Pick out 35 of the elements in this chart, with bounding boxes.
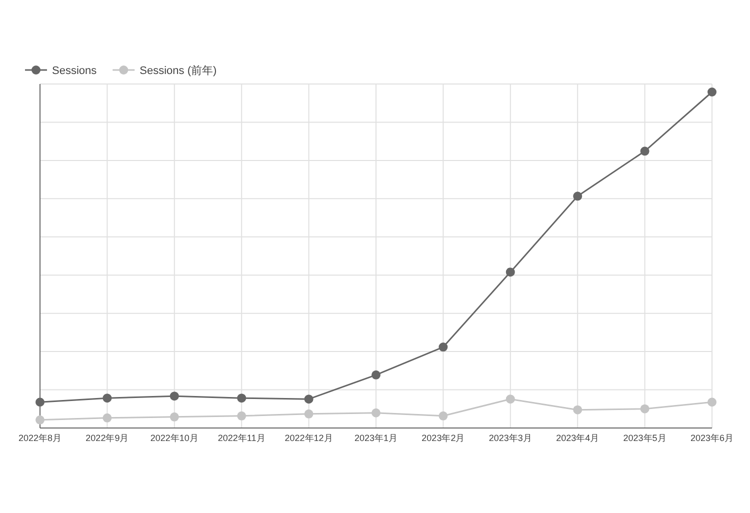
x-tick-label: 2023年3月 [488,433,532,443]
point [573,405,582,414]
point [304,409,314,418]
point [102,394,112,403]
x-tick-label: 2023年2月 [422,433,465,443]
point [170,392,179,401]
point [438,411,448,420]
x-tick-label: 2022年11月 [218,433,266,443]
point [36,415,44,424]
point [237,394,246,403]
point [438,342,448,352]
point [506,394,515,404]
legend-label: Sessions [52,65,98,77]
point [640,404,650,414]
point [708,88,716,96]
point [102,413,112,422]
x-tick-label: 2022年8月 [18,433,62,443]
point [304,394,314,404]
x-tick-label: 2022年9月 [86,433,129,443]
x-tick-label: 2022年12月 [284,433,333,443]
x-tick-label: 2023年1月 [354,433,398,443]
x-tick-label: 2023年6月 [690,433,734,443]
x-tick-label: 2023年5月 [623,433,666,443]
point [237,411,246,420]
legend-label: Sessions (前年) [140,65,217,77]
point [640,146,650,156]
point [36,398,44,407]
x-tick-label: 2022年10月 [150,433,198,443]
point [573,192,582,201]
point [372,408,380,418]
point [506,268,515,277]
x-tick-label: 2023年4月 [556,433,600,443]
point [708,398,716,407]
point [372,370,380,380]
point [170,412,179,422]
